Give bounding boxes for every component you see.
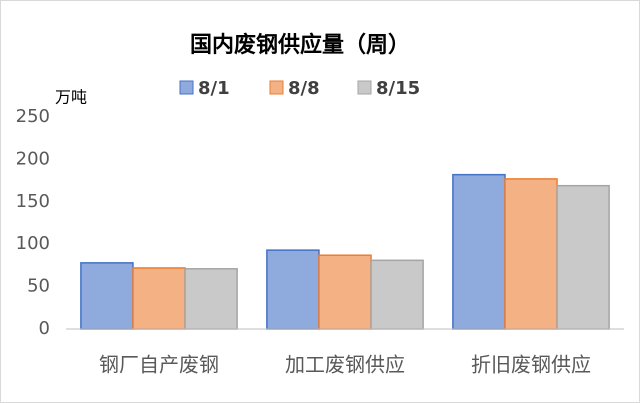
x-tick-label: 折旧废钢供应	[471, 353, 591, 377]
bar	[80, 262, 134, 330]
bar	[370, 259, 424, 330]
y-tick-label: 0	[39, 318, 50, 339]
bar	[452, 173, 506, 330]
bar	[556, 184, 610, 330]
y-tick-label: 200	[16, 148, 50, 169]
chart-title: 国内废钢供应量（周）	[190, 32, 410, 58]
y-tick-label: 250	[16, 106, 50, 127]
y-tick-label: 150	[16, 191, 50, 212]
y-tick-label: 50	[27, 276, 50, 297]
bar	[504, 178, 558, 330]
bar	[266, 249, 320, 330]
y-axis-label: 万吨	[55, 88, 87, 107]
bar	[184, 268, 238, 330]
legend-label: 8/1	[198, 78, 230, 99]
legend-label: 8/15	[376, 78, 420, 99]
legend-swatch	[179, 80, 194, 95]
bar	[132, 267, 186, 330]
legend-swatch	[269, 80, 284, 95]
x-tick-label: 加工废钢供应	[285, 353, 405, 377]
legend-swatch	[357, 80, 372, 95]
y-tick-label: 100	[16, 233, 50, 254]
x-tick-label: 钢厂自产废钢	[99, 353, 219, 377]
legend-label: 8/8	[288, 78, 320, 99]
bar	[318, 254, 372, 330]
